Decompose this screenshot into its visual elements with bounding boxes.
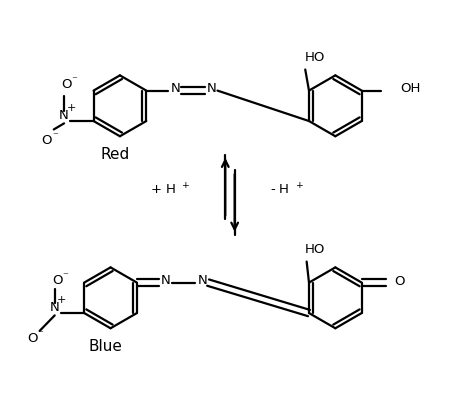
Text: N: N — [50, 301, 60, 314]
Text: N: N — [59, 109, 69, 122]
Text: - H $^+$: - H $^+$ — [270, 183, 304, 198]
Text: O: O — [27, 332, 38, 345]
Text: HO: HO — [304, 243, 325, 256]
Text: Red: Red — [100, 147, 130, 162]
Text: OH: OH — [400, 82, 420, 95]
Text: + H $^+$: + H $^+$ — [150, 183, 190, 198]
Text: +: + — [66, 103, 76, 113]
Text: N: N — [171, 82, 180, 95]
Text: O: O — [52, 274, 62, 287]
Text: ⁻: ⁻ — [52, 131, 58, 142]
Text: O: O — [61, 78, 72, 91]
Text: O: O — [41, 134, 52, 147]
Text: N: N — [161, 274, 171, 287]
Text: O: O — [394, 275, 405, 288]
Text: N: N — [207, 82, 217, 95]
Text: +: + — [57, 295, 66, 305]
Text: Blue: Blue — [89, 339, 123, 354]
Text: ⁻: ⁻ — [62, 271, 68, 282]
Text: ⁻: ⁻ — [37, 330, 43, 339]
Text: ⁻: ⁻ — [72, 75, 77, 85]
Text: N: N — [198, 274, 207, 287]
Text: HO: HO — [304, 51, 325, 64]
